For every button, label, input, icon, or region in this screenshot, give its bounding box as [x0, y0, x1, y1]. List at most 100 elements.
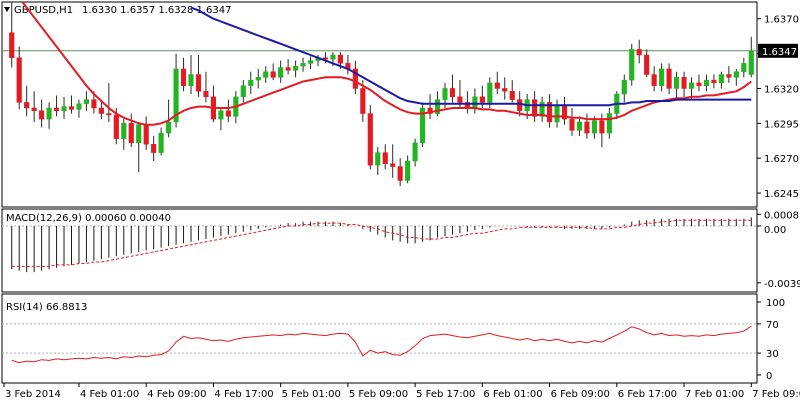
symbol-title: GBPUSD,H1 [14, 5, 73, 16]
bear-candle-body [360, 88, 366, 114]
candle [420, 102, 426, 148]
bear-candle-body [113, 114, 119, 139]
bull-candle-body [688, 82, 695, 89]
bull-candle-body [61, 106, 67, 112]
candle [673, 71, 680, 100]
price-panel[interactable]: GBPUSD,H1 1.6330 1.6357 1.6328 1.6347 [2, 0, 757, 187]
macd-axis-label: 0.00 [764, 225, 786, 236]
bear-candle-body [39, 110, 45, 120]
bear-candle-body [91, 99, 97, 109]
bull-candle-body [240, 85, 246, 98]
time-axis-label: 4 Feb 01:00 [80, 389, 139, 400]
rsi-title: RSI(14) 66.8813 [6, 302, 87, 313]
bear-candle-body [696, 82, 702, 86]
bear-candle-body [644, 54, 650, 75]
bear-candle-body [68, 106, 75, 110]
candle [584, 113, 590, 139]
bull-candle-body [576, 121, 583, 131]
price-axis-label: 1.6370 [764, 15, 799, 26]
price-panel-frame [1, 1, 758, 208]
candle [651, 66, 657, 92]
bear-candle-body [711, 79, 717, 84]
candle [748, 36, 754, 78]
candle [128, 113, 134, 148]
bull-candle-body [307, 60, 314, 64]
candle [621, 74, 627, 103]
bear-candle-body [666, 68, 672, 89]
bear-candle-body [502, 88, 508, 92]
bull-candle-body [733, 71, 739, 78]
rsi-panel[interactable]: RSI(14) 66.8813 [2, 302, 757, 364]
bull-candle-body [412, 142, 418, 162]
candle [180, 57, 187, 92]
rsi-axis-label: 70 [766, 320, 779, 331]
macd-panel-frame [1, 208, 758, 293]
candle [300, 57, 306, 72]
bull-candle-body [591, 120, 597, 134]
rsi-line [11, 325, 752, 364]
candle [696, 74, 702, 92]
bear-candle-body [479, 96, 485, 103]
bear-candle-body [397, 166, 403, 181]
candle [195, 54, 202, 97]
candle [240, 80, 246, 103]
candle [285, 59, 291, 75]
candle [494, 71, 500, 95]
rsi-axis-label: 30 [766, 349, 779, 360]
candle [293, 60, 299, 78]
bear-candle-body [382, 152, 388, 165]
symbol-menu-icon[interactable] [4, 7, 10, 12]
bear-candle-body [367, 113, 373, 166]
bull-candle-body [293, 65, 299, 71]
candle [726, 66, 732, 83]
candle [61, 96, 67, 120]
bull-candle-body [718, 74, 724, 84]
bear-candle-body [569, 118, 575, 131]
candle [629, 43, 635, 86]
time-axis-label: 5 Feb 01:00 [282, 389, 341, 400]
bear-candle-body [457, 96, 463, 103]
candle [263, 66, 269, 83]
bear-candle-body [509, 91, 515, 100]
rsi-axis-label: 0 [766, 371, 772, 382]
candle [248, 71, 254, 95]
candle [360, 80, 366, 122]
candle [278, 60, 284, 83]
candle [666, 63, 672, 95]
candle [151, 135, 157, 161]
macd-axis-label: 0.00081 [764, 210, 800, 221]
bull-candle-body [121, 123, 127, 139]
candle [203, 71, 209, 103]
bull-candle-body [83, 99, 90, 105]
bear-candle-body [494, 82, 500, 89]
candle [733, 68, 739, 86]
bull-candle-body [255, 77, 261, 81]
bear-candle-body [449, 88, 456, 98]
bid-price-tag [758, 43, 798, 58]
bull-candle-body [158, 132, 164, 153]
candle [83, 91, 90, 111]
candle [576, 116, 583, 136]
bear-candle-body [143, 124, 149, 145]
candle [449, 74, 456, 103]
bear-candle-body [98, 107, 104, 114]
bull-candle-body [659, 68, 665, 86]
price-axis-label: 1.6295 [764, 119, 799, 130]
bull-candle-body [375, 152, 381, 166]
time-axis-label: 3 Feb 2014 [5, 389, 61, 400]
macd-panel[interactable]: MACD(12,26,9) 0.00060 0.00040 [2, 213, 757, 273]
candle [53, 95, 60, 117]
time-axis-label: 6 Feb 17:00 [618, 389, 677, 400]
candle [76, 99, 82, 118]
candle [166, 99, 172, 138]
bull-candle-body [442, 88, 448, 100]
bear-candle-body [584, 121, 590, 134]
candle [375, 147, 381, 175]
candle [136, 121, 142, 173]
rsi-axis-label: 100 [766, 298, 785, 309]
bull-candle-body [263, 71, 269, 78]
bear-candle-body [532, 99, 538, 117]
candle [569, 107, 575, 136]
